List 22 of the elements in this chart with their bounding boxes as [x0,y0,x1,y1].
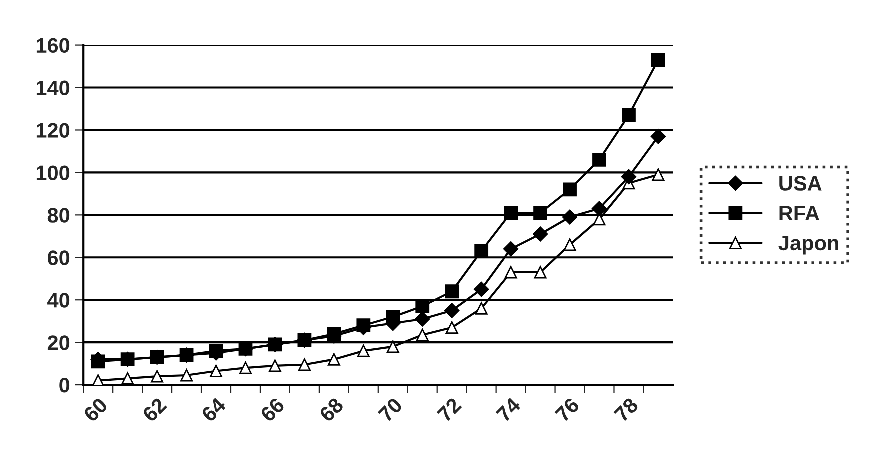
y-tick-label: 0 [60,378,70,393]
legend-label: Japon [778,236,838,255]
y-tick-label: 80 [48,208,70,223]
y-tick-label: 140 [36,80,70,96]
y-tick-label: 100 [36,166,70,180]
x-tick-label: 72 [436,397,462,423]
legend-label: RFA [780,206,820,221]
x-tick-label: 76 [554,397,580,423]
y-tick-label: 120 [36,123,70,138]
y-tick-label: 160 [36,38,70,54]
x-tick-label: 60 [82,397,109,423]
legend-label: USA [780,176,822,191]
x-tick-label: 66 [260,397,286,423]
x-tick-label: 74 [496,396,522,423]
x-tick-label: 64 [200,396,228,423]
y-tick-label: 60 [48,250,70,266]
x-tick-label: 62 [142,397,168,423]
y-tick-label: 20 [48,336,70,350]
x-tick-label: 68 [318,397,345,423]
x-tick-label: 78 [614,397,640,423]
x-tick-label: 70 [378,397,404,423]
y-tick-label: 40 [48,293,70,308]
